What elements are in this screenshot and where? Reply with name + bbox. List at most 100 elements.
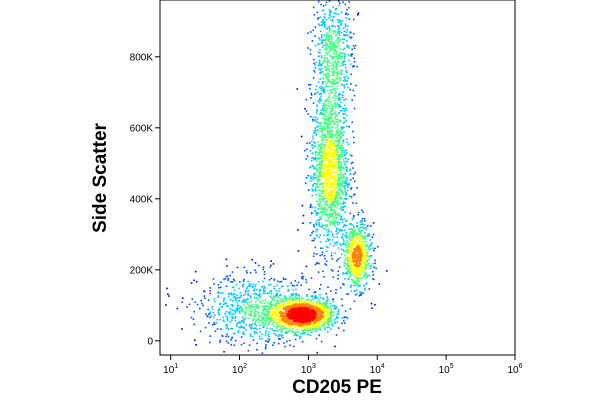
data-point xyxy=(326,195,329,198)
data-point xyxy=(332,64,334,67)
data-point xyxy=(337,81,339,84)
data-point xyxy=(321,305,324,308)
data-point xyxy=(360,268,363,271)
data-point xyxy=(300,301,302,304)
data-point xyxy=(339,177,342,180)
data-point xyxy=(313,326,316,328)
data-point xyxy=(334,225,337,227)
data-point xyxy=(266,292,269,295)
data-point xyxy=(321,253,323,256)
data-point xyxy=(325,36,327,38)
data-point xyxy=(277,342,280,345)
data-point xyxy=(337,97,340,100)
data-point xyxy=(336,72,338,74)
data-point xyxy=(231,286,234,288)
data-point xyxy=(292,289,294,291)
data-point xyxy=(343,154,346,156)
data-point xyxy=(340,175,343,178)
data-point xyxy=(303,327,305,329)
data-point xyxy=(327,298,329,300)
data-point xyxy=(268,303,271,305)
data-point xyxy=(351,232,353,234)
data-point xyxy=(325,120,327,122)
data-point xyxy=(325,197,328,199)
data-point xyxy=(222,292,224,294)
data-point xyxy=(324,122,326,124)
data-point xyxy=(357,257,360,259)
data-point xyxy=(312,189,315,192)
data-point xyxy=(321,174,324,176)
data-point xyxy=(347,293,349,295)
data-point xyxy=(344,188,347,190)
data-point xyxy=(263,271,266,273)
data-point xyxy=(216,328,219,330)
data-point xyxy=(256,305,258,308)
data-point xyxy=(360,273,363,275)
data-point xyxy=(334,101,337,104)
data-point xyxy=(296,328,299,331)
data-point xyxy=(312,305,314,307)
data-point xyxy=(326,300,329,302)
data-point xyxy=(289,314,292,317)
data-point xyxy=(292,323,295,325)
data-point xyxy=(331,325,334,327)
data-point xyxy=(318,219,321,221)
data-point xyxy=(275,294,277,296)
data-point xyxy=(341,218,344,221)
data-point xyxy=(346,46,349,49)
data-point xyxy=(341,192,343,194)
data-point xyxy=(343,175,345,177)
data-point xyxy=(345,160,348,163)
data-point xyxy=(315,154,318,156)
data-point xyxy=(358,230,360,233)
data-point xyxy=(344,150,346,152)
data-point xyxy=(332,67,335,69)
data-point xyxy=(328,311,331,314)
data-point xyxy=(352,234,354,237)
data-point xyxy=(323,21,326,23)
data-point xyxy=(341,38,344,41)
data-point xyxy=(365,252,367,254)
data-point xyxy=(340,229,343,231)
data-point xyxy=(344,194,347,197)
data-point xyxy=(242,280,245,282)
data-point xyxy=(348,59,350,62)
data-point xyxy=(339,129,341,132)
data-point xyxy=(311,140,313,143)
data-point xyxy=(311,212,313,214)
data-point xyxy=(326,125,329,128)
data-point xyxy=(324,66,327,69)
data-point xyxy=(334,210,337,212)
data-point xyxy=(349,242,351,245)
data-point xyxy=(346,83,348,85)
data-point xyxy=(219,339,221,342)
data-point xyxy=(325,67,328,69)
data-point xyxy=(285,312,287,314)
data-point xyxy=(327,319,329,321)
data-point xyxy=(343,329,345,332)
data-point xyxy=(335,179,337,182)
data-point xyxy=(282,299,284,301)
data-point xyxy=(338,78,341,80)
data-point xyxy=(315,133,318,136)
data-point xyxy=(356,257,359,260)
data-point xyxy=(328,195,331,197)
data-point xyxy=(310,317,312,320)
data-point xyxy=(241,320,243,322)
data-point xyxy=(324,202,327,204)
data-point xyxy=(302,222,304,224)
data-point xyxy=(337,194,339,197)
data-point xyxy=(311,189,314,192)
data-point xyxy=(354,268,357,271)
data-point xyxy=(320,127,322,129)
data-point xyxy=(334,158,336,160)
data-point xyxy=(315,322,318,325)
data-point xyxy=(324,195,326,197)
data-point xyxy=(327,124,329,127)
data-point xyxy=(322,144,325,146)
data-point xyxy=(213,298,216,300)
data-point xyxy=(345,152,348,154)
data-point xyxy=(280,314,282,317)
data-point xyxy=(309,48,312,51)
data-point xyxy=(325,173,328,176)
